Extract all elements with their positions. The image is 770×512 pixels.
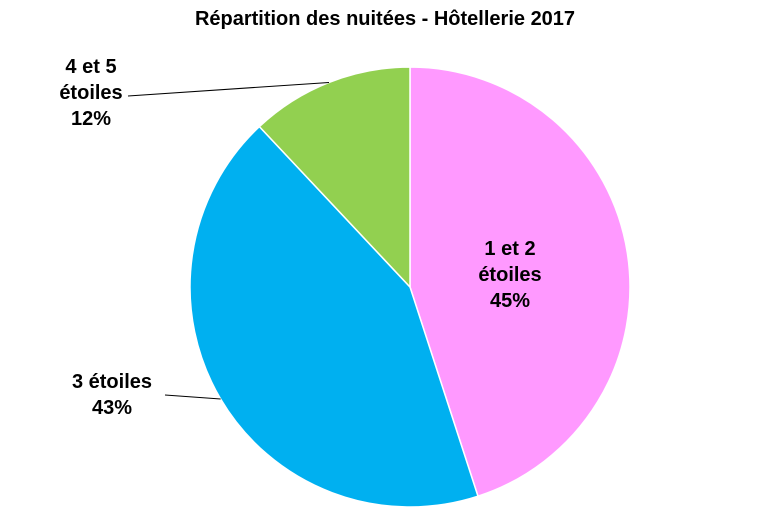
pie-slice-1	[409, 66, 631, 498]
pie-slice-3	[258, 66, 411, 289]
slice-value: 12%	[71, 108, 111, 130]
slice-value: 45%	[490, 290, 530, 312]
slice-value: 43%	[92, 397, 132, 419]
slice-label-line: 3 étoiles	[72, 371, 152, 393]
leader-line-2	[164, 394, 221, 400]
slice-label-3: 4 et 5 étoiles 12%	[59, 56, 122, 130]
slice-label-1: 1 et 2 étoiles 45%	[478, 238, 541, 312]
slice-label-line: étoiles	[478, 264, 541, 286]
chart-title: Répartition des nuitées - Hôtellerie 201…	[194, 8, 576, 30]
leader-line-3	[127, 81, 330, 97]
slice-label-line: 1 et 2	[484, 238, 535, 260]
slice-label-2: 3 étoiles 43%	[72, 371, 152, 419]
slice-label-line: 4 et 5	[65, 56, 116, 78]
pie-slice-2	[189, 125, 479, 508]
slice-label-line: étoiles	[59, 82, 122, 104]
